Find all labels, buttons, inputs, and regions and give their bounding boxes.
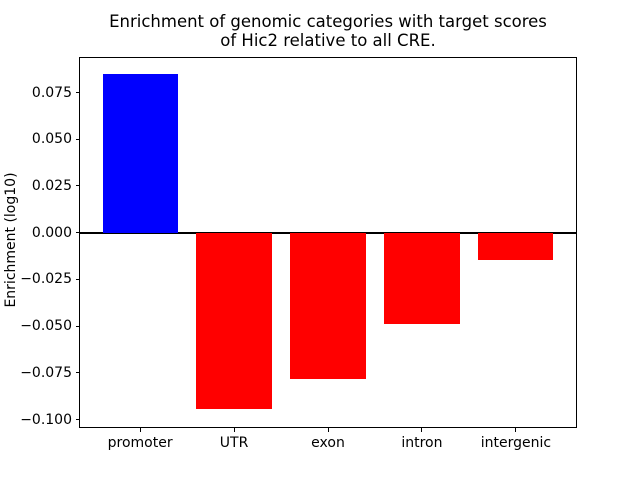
plot-area [79, 57, 577, 428]
y-tick-mark-0.050 [75, 138, 80, 140]
chart-title-line-1: Enrichment of genomic categories with ta… [109, 12, 547, 31]
y-tick-label-−0.075: −0.075 [20, 364, 72, 381]
bar-exon [290, 232, 366, 380]
zero-line [80, 231, 576, 234]
y-tick-mark-−0.100 [75, 419, 80, 421]
chart-title: Enrichment of genomic categories with ta… [80, 12, 576, 50]
x-tick-label-UTR: UTR [219, 435, 249, 451]
y-tick-mark-−0.025 [75, 278, 80, 280]
x-tick-label-promoter: promoter [107, 435, 173, 451]
x-tick-label-exon: exon [311, 435, 345, 451]
bar-UTR [196, 232, 272, 410]
y-tick-label-−0.100: −0.100 [20, 411, 72, 428]
y-tick-mark-0.075 [75, 92, 80, 94]
x-tick-mark-exon [327, 427, 329, 432]
y-tick-label-−0.025: −0.025 [20, 271, 72, 288]
y-tick-label-0.075: 0.075 [31, 84, 72, 101]
x-tick-mark-promoter [139, 427, 141, 432]
bar-intron [384, 232, 460, 325]
x-tick-mark-intron [421, 427, 423, 432]
y-tick-label-0.025: 0.025 [31, 177, 72, 194]
bar-intergenic [478, 232, 554, 261]
y-tick-mark-0.025 [75, 185, 80, 187]
y-tick-mark-−0.075 [75, 372, 80, 374]
y-tick-label-−0.050: −0.050 [20, 318, 72, 335]
chart-title-line-2: of Hic2 relative to all CRE. [220, 30, 436, 50]
y-tick-label-0.050: 0.050 [31, 131, 72, 148]
x-tick-label-intergenic: intergenic [480, 435, 552, 451]
bar-promoter [102, 73, 178, 233]
y-tick-label-0.000: 0.000 [31, 224, 72, 241]
x-tick-label-intron: intron [401, 435, 443, 451]
x-tick-mark-intergenic [515, 427, 517, 432]
y-tick-mark-−0.050 [75, 325, 80, 327]
x-tick-mark-UTR [233, 427, 235, 432]
y-tick-mark-0.000 [75, 232, 80, 234]
